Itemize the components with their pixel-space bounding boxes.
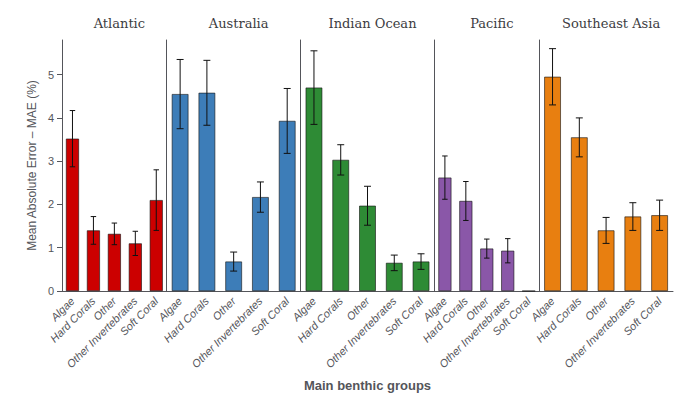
svg-text:Algae: Algae [48, 294, 77, 324]
svg-text:Main benthic groups: Main benthic groups [304, 378, 431, 393]
svg-text:Other: Other [582, 294, 611, 323]
svg-text:Australia: Australia [208, 16, 269, 31]
svg-text:Other: Other [90, 294, 119, 323]
svg-text:4: 4 [48, 112, 54, 124]
svg-text:Atlantic: Atlantic [93, 16, 145, 31]
svg-text:5: 5 [48, 69, 54, 81]
svg-text:3: 3 [48, 155, 54, 167]
svg-text:Hard Corals: Hard Corals [534, 294, 584, 344]
svg-text:Soft Coral: Soft Coral [621, 294, 664, 337]
svg-text:Other Invertebrates: Other Invertebrates [436, 294, 512, 371]
svg-text:Algae: Algae [289, 294, 319, 324]
svg-text:2: 2 [48, 198, 54, 210]
svg-text:Other Invertebrates: Other Invertebrates [561, 294, 638, 371]
svg-text:1: 1 [48, 242, 54, 254]
svg-text:Algae: Algae [420, 294, 450, 324]
svg-text:Mean Absolute Error – MAE (%): Mean Absolute Error – MAE (%) [25, 80, 39, 251]
svg-text:Hard Corals: Hard Corals [295, 294, 345, 344]
svg-text:0: 0 [48, 285, 54, 297]
svg-text:Soft Coral: Soft Coral [117, 294, 160, 337]
svg-text:Other Invertebrates: Other Invertebrates [64, 294, 140, 371]
svg-text:Other Invertebrates: Other Invertebrates [323, 294, 399, 371]
svg-text:Hard Corals: Hard Corals [47, 294, 98, 345]
svg-text:Soft Coral: Soft Coral [382, 294, 425, 337]
svg-text:Algae: Algae [156, 294, 185, 324]
svg-text:Other: Other [210, 294, 238, 323]
svg-text:Indian Ocean: Indian Ocean [329, 16, 418, 31]
svg-text:Hard Corals: Hard Corals [420, 294, 471, 345]
svg-text:Other Invertebrates: Other Invertebrates [189, 294, 265, 371]
svg-text:Southeast Asia: Southeast Asia [562, 16, 660, 31]
svg-text:Soft Coral: Soft Coral [248, 294, 291, 337]
svg-text:Algae: Algae [528, 294, 557, 324]
svg-text:Pacific: Pacific [470, 16, 513, 31]
svg-text:Hard Corals: Hard Corals [161, 294, 211, 344]
svg-text:Other: Other [463, 294, 491, 323]
svg-text:Other: Other [343, 294, 372, 323]
svg-text:Soft Coral: Soft Coral [490, 294, 533, 337]
